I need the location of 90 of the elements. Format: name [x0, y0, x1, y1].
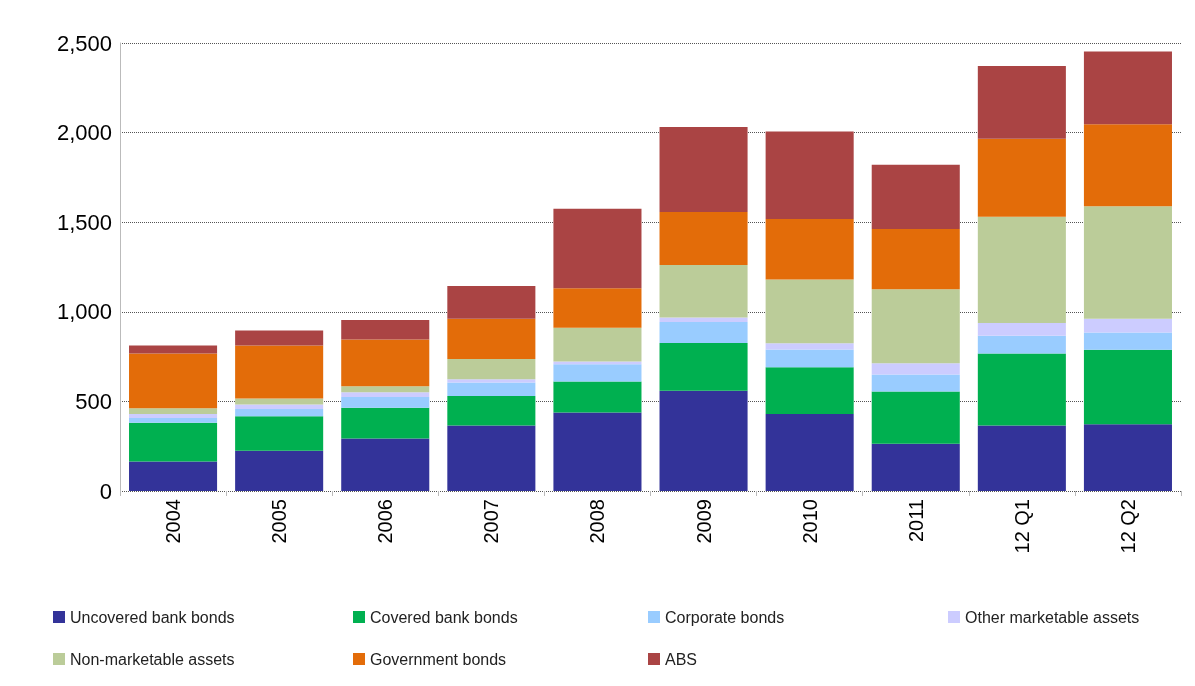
y-tick-label: 2,500 — [56, 30, 112, 56]
bar — [765, 367, 854, 415]
bar — [553, 208, 642, 289]
bar — [447, 318, 536, 359]
bar — [235, 345, 324, 399]
bar — [553, 364, 642, 382]
bar — [553, 327, 642, 362]
y-tick-label: 1,500 — [56, 209, 112, 235]
bar — [129, 417, 218, 423]
x-tick-label: 2011 — [904, 499, 927, 543]
bar — [235, 330, 324, 346]
bar — [447, 379, 536, 383]
bar — [129, 353, 218, 409]
bar — [871, 363, 960, 375]
bar — [235, 408, 324, 417]
bar — [129, 345, 218, 354]
bar — [447, 286, 536, 319]
bar — [659, 211, 748, 266]
bar — [977, 216, 1066, 323]
x-tick-label: 2009 — [692, 499, 715, 544]
bar — [659, 342, 748, 391]
bar — [659, 265, 748, 318]
bar — [553, 381, 642, 413]
legend-label: Government bonds — [370, 650, 507, 668]
bar — [447, 396, 536, 426]
bar — [129, 414, 218, 418]
x-tick-label: 2005 — [268, 499, 291, 544]
bar — [1083, 332, 1172, 350]
bar — [977, 335, 1066, 354]
x-tick-label: 12 Q1 — [1010, 499, 1033, 554]
legend-label: Covered bank bonds — [370, 608, 518, 626]
bar — [341, 438, 430, 491]
bar — [659, 322, 748, 343]
bar — [977, 425, 1066, 491]
x-tick-label: 2006 — [374, 499, 397, 544]
bar — [553, 412, 642, 491]
bar — [977, 66, 1066, 139]
bar — [1083, 424, 1172, 491]
bar — [341, 339, 430, 387]
bar — [977, 353, 1066, 426]
bar — [1083, 318, 1172, 333]
x-tick-label: 2007 — [480, 499, 503, 544]
bar — [977, 138, 1066, 217]
bar — [235, 416, 324, 451]
bar — [553, 288, 642, 328]
bar — [765, 343, 854, 350]
bar — [129, 408, 218, 415]
x-tick-label: 2008 — [586, 499, 609, 544]
legend-label: ABS — [665, 650, 698, 668]
bar — [871, 374, 960, 392]
y-tick-label: 1,000 — [56, 299, 112, 325]
bar — [659, 127, 748, 212]
legend-label: Other marketable assets — [965, 608, 1140, 626]
bar — [235, 450, 324, 491]
bar — [765, 279, 854, 344]
bar — [447, 382, 536, 397]
bar — [765, 131, 854, 219]
bar — [341, 386, 430, 393]
bar — [871, 229, 960, 290]
bar — [1083, 206, 1172, 319]
x-tick-label: 2010 — [798, 499, 821, 544]
y-tick-label: 500 — [75, 388, 112, 414]
legend-label: Non-marketable assets — [70, 650, 235, 668]
bar — [977, 322, 1066, 336]
y-tick-label: 2,000 — [56, 120, 112, 146]
bar — [765, 414, 854, 491]
bar — [1083, 349, 1172, 425]
bar — [1083, 51, 1172, 125]
bar — [341, 407, 430, 439]
bar — [871, 443, 960, 491]
bar — [235, 404, 324, 409]
bar — [765, 218, 854, 280]
bar — [871, 289, 960, 364]
legend-label: Corporate bonds — [665, 608, 785, 626]
bar — [129, 422, 218, 462]
bar — [341, 397, 430, 408]
legend-label: Uncovered bank bonds — [70, 608, 235, 626]
bar — [1083, 124, 1172, 207]
bar — [659, 390, 748, 491]
bar — [871, 164, 960, 230]
bar — [129, 461, 218, 491]
bar — [447, 425, 536, 491]
x-tick-label: 2004 — [162, 499, 185, 544]
bar — [765, 349, 854, 368]
y-tick-label: 0 — [99, 478, 112, 504]
bar — [871, 391, 960, 444]
bar — [447, 358, 536, 380]
bar — [341, 392, 430, 398]
x-tick-label: 12 Q2 — [1116, 499, 1139, 554]
bar — [341, 320, 430, 340]
